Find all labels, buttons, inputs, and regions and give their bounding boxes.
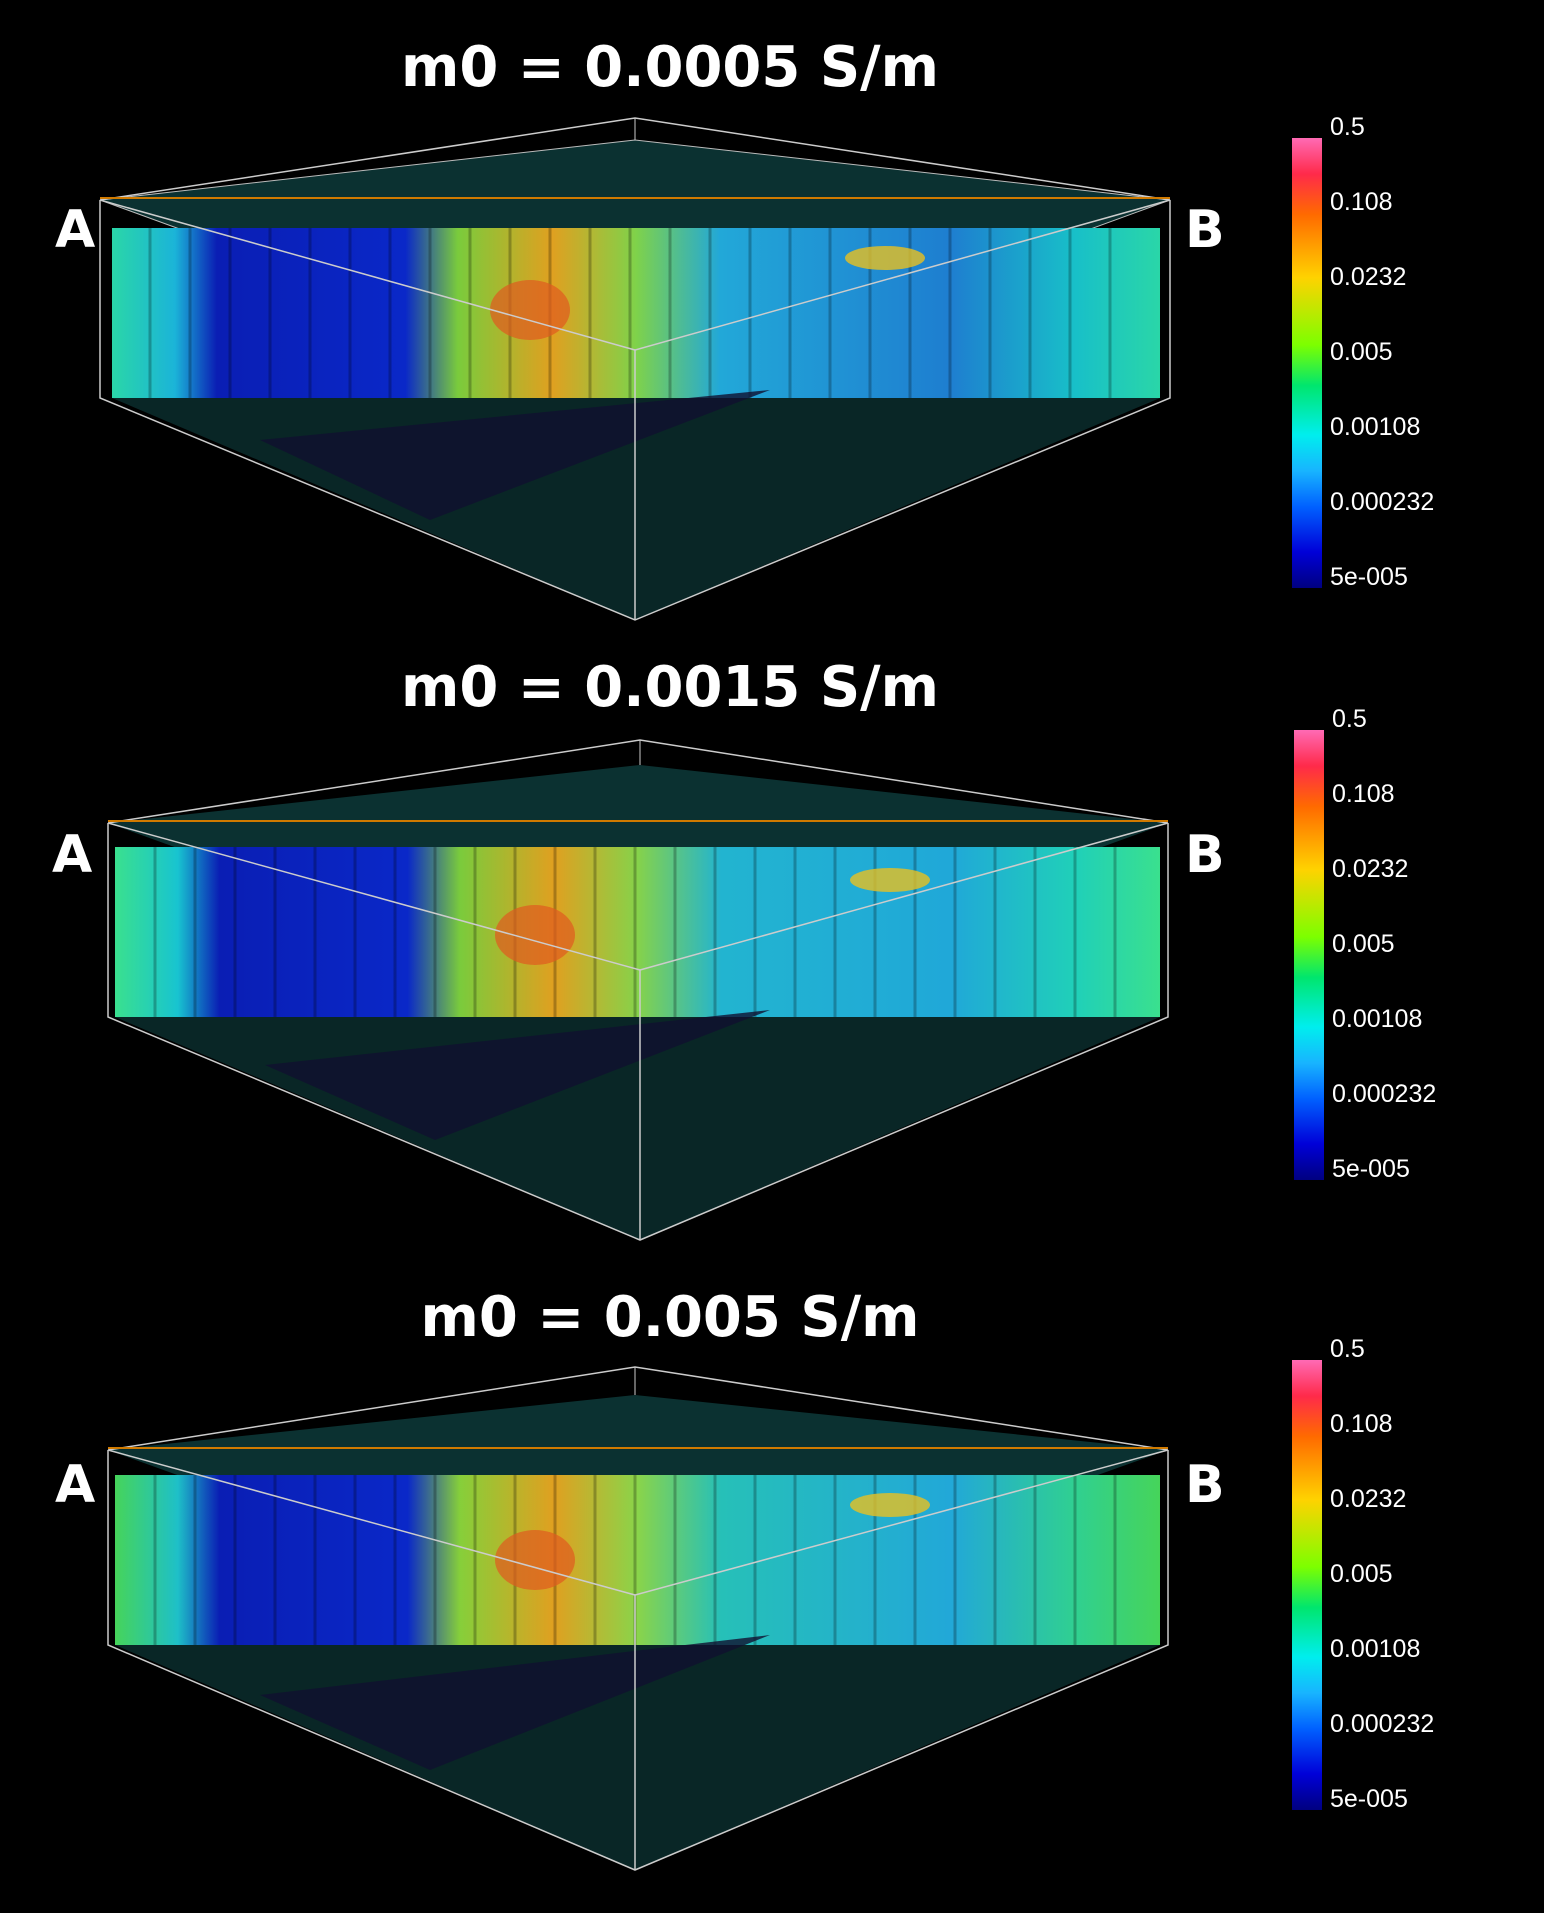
panel-title: m0 = 0.0015 S/m bbox=[401, 655, 939, 720]
panel-title: m0 = 0.005 S/m bbox=[420, 1285, 920, 1350]
model-panel-2: m0 = 0.0015 S/m bbox=[0, 625, 1544, 1255]
colorbar bbox=[1292, 138, 1322, 588]
label-a: A bbox=[55, 200, 96, 260]
model-panel-3: m0 = 0.005 S/m bbox=[0, 1255, 1544, 1910]
colorbar-tick: 0.0232 bbox=[1332, 855, 1409, 883]
label-a: A bbox=[52, 825, 93, 885]
colorbar-tick: 0.0232 bbox=[1330, 1485, 1407, 1513]
colorbar-tick: 0.000232 bbox=[1330, 1710, 1435, 1738]
colorbar-tick: 0.00108 bbox=[1332, 1005, 1423, 1033]
3d-model-view bbox=[107, 1366, 1169, 1871]
colorbar-tick: 0.00108 bbox=[1330, 1635, 1421, 1663]
colorbar-tick: 0.005 bbox=[1330, 338, 1393, 366]
colorbar-tick: 0.000232 bbox=[1330, 488, 1435, 516]
3d-model-view bbox=[99, 117, 1171, 621]
colorbar-tick: 0.108 bbox=[1332, 780, 1395, 808]
colorbar-tick: 5e-005 bbox=[1330, 1785, 1408, 1813]
colorbar-tick: 0.00108 bbox=[1330, 413, 1421, 441]
3d-model-view bbox=[107, 739, 1169, 1241]
colorbar-tick: 0.000232 bbox=[1332, 1080, 1437, 1108]
colorbar-tick: 5e-005 bbox=[1330, 563, 1408, 591]
colorbar-tick: 0.5 bbox=[1332, 705, 1367, 733]
colorbar bbox=[1294, 730, 1324, 1180]
model-panel-1: m0 = 0.0005 S/m bbox=[0, 0, 1544, 630]
label-b: B bbox=[1185, 200, 1225, 260]
colorbar-tick: 0.005 bbox=[1330, 1560, 1393, 1588]
colorbar-tick: 0.005 bbox=[1332, 930, 1395, 958]
colorbar-tick: 0.0232 bbox=[1330, 263, 1407, 291]
label-a: A bbox=[55, 1455, 96, 1515]
colorbar-tick: 5e-005 bbox=[1332, 1155, 1410, 1183]
colorbar-tick: 0.108 bbox=[1330, 1410, 1393, 1438]
colorbar-tick: 0.108 bbox=[1330, 188, 1393, 216]
panel-title: m0 = 0.0005 S/m bbox=[401, 35, 939, 100]
colorbar bbox=[1292, 1360, 1322, 1810]
label-b: B bbox=[1185, 1455, 1225, 1515]
colorbar-tick: 0.5 bbox=[1330, 113, 1365, 141]
colorbar-tick: 0.5 bbox=[1330, 1335, 1365, 1363]
label-b: B bbox=[1185, 825, 1225, 885]
